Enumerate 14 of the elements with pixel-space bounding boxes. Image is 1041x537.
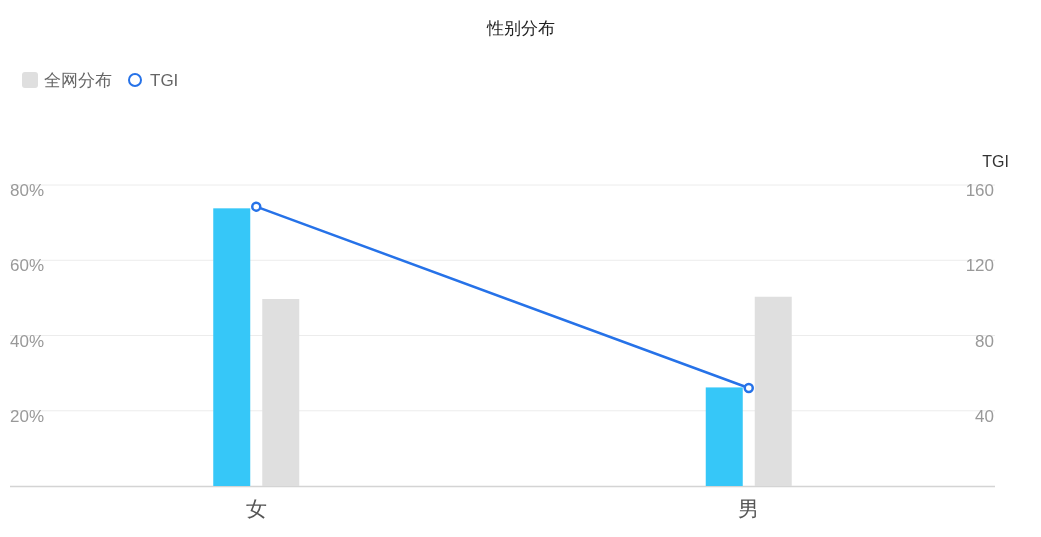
y2-tick-label: 80 bbox=[975, 331, 994, 351]
chart-title: 性别分布 bbox=[485, 19, 555, 38]
y2-tick-label: 40 bbox=[975, 406, 994, 426]
legend-label: TGI bbox=[150, 71, 179, 90]
y-tick-label: 80% bbox=[10, 181, 45, 200]
y2-tick-label: 120 bbox=[965, 256, 994, 276]
x-tick-label: 女 bbox=[245, 497, 267, 520]
y-tick-label: 60% bbox=[10, 256, 45, 276]
legend-label: 全网分布 bbox=[44, 71, 112, 90]
y2-axis-title: TGI bbox=[982, 153, 1009, 170]
y-tick-label: 40% bbox=[10, 331, 45, 351]
y-tick-label: 20% bbox=[10, 406, 45, 426]
y2-tick-label: 160 bbox=[965, 181, 994, 200]
x-tick-label: 男 bbox=[738, 497, 760, 520]
